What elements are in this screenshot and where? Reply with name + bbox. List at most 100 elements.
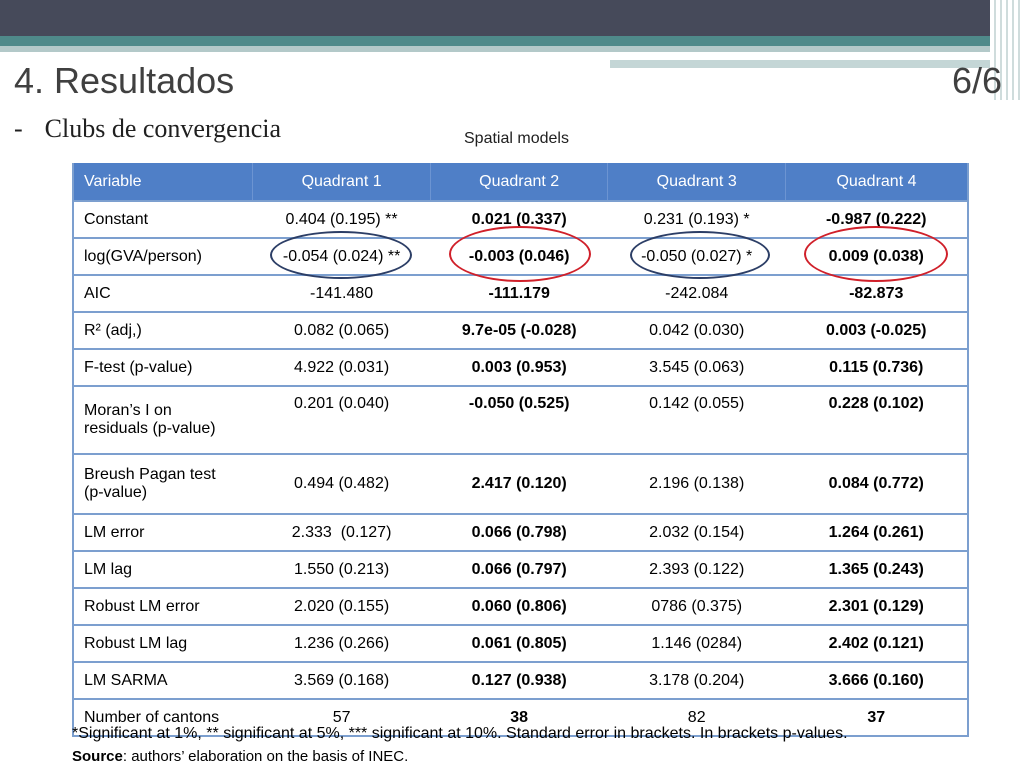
- q4-cell: 0.228 (0.102): [785, 385, 968, 454]
- q1-cell: 4.922 (0.031): [252, 348, 431, 386]
- q1-cell: 57: [252, 698, 431, 737]
- q1-cell: 3.569 (0.168): [252, 661, 431, 699]
- q3-cell: 0786 (0.375): [607, 587, 786, 625]
- q4-cell: 1.264 (0.261): [785, 513, 968, 551]
- table-row: LM lag 1.550 (0.213) 0.066 (0.797) 2.393…: [73, 550, 968, 588]
- variable-cell: Robust LM lag: [73, 624, 253, 662]
- q4-cell: 2.402 (0.121): [785, 624, 968, 662]
- variable-cell: log(GVA/person): [73, 237, 253, 275]
- header-quadrant-4: Quadrant 4: [785, 163, 969, 201]
- slide-subtitle: - Clubs de convergencia: [14, 114, 281, 144]
- q3-cell: 2.393 (0.122): [607, 550, 786, 588]
- q1-cell: 0.494 (0.482): [252, 453, 431, 514]
- q3-cell: 0.042 (0.030): [607, 311, 786, 349]
- variable-cell: F-test (p-value): [73, 348, 253, 386]
- q4-cell: 0.003 (-0.025): [785, 311, 968, 349]
- table-row: Robust LM lag 1.236 (0.266) 0.061 (0.805…: [73, 624, 968, 662]
- bullet-dash: -: [14, 114, 23, 143]
- top-decor-stripe-light: [0, 46, 990, 52]
- q1-cell: 1.236 (0.266): [252, 624, 431, 662]
- q4-cell: 1.365 (0.243): [785, 550, 968, 588]
- q4-cell: 0.115 (0.736): [785, 348, 968, 386]
- q4-cell: 37: [785, 698, 968, 737]
- table-row: LM error 2.333 (0.127) 0.066 (0.798) 2.0…: [73, 513, 968, 551]
- variable-cell: Breush Pagan test (p-value): [73, 453, 253, 514]
- top-decor-bar: [0, 0, 990, 36]
- variable-line: Moran’s I on: [84, 402, 172, 419]
- header-quadrant-1: Quadrant 1: [252, 163, 431, 201]
- variable-line: Breush Pagan test: [84, 466, 216, 483]
- table-footnote: *Significant at 1%, ** significant at 5%…: [72, 725, 848, 742]
- header-variable: Variable: [73, 163, 254, 201]
- variable-cell: LM lag: [73, 550, 253, 588]
- table-row: R² (adj,) 0.082 (0.065) 9.7e-05 (-0.028)…: [73, 311, 968, 349]
- q1-cell: 0.404 (0.195) **: [252, 200, 431, 238]
- q1-cell: -141.480: [252, 274, 431, 312]
- q2-cell: 38: [430, 698, 608, 737]
- q4-cell: 3.666 (0.160): [785, 661, 968, 699]
- q3-cell: 82: [607, 698, 786, 737]
- results-table: Variable Quadrant 1 Quadrant 2 Quadrant …: [72, 163, 969, 737]
- variable-cell: Robust LM error: [73, 587, 253, 625]
- q2-cell: -0.050 (0.525): [430, 385, 608, 454]
- page-number: 6/6: [951, 60, 1002, 101]
- q2-cell: 0.066 (0.798): [430, 513, 608, 551]
- table-row: LM SARMA 3.569 (0.168) 0.127 (0.938) 3.1…: [73, 661, 968, 699]
- top-decor-stripe: [0, 36, 990, 46]
- q1-cell: 2.020 (0.155): [252, 587, 431, 625]
- source-note: Source: authors’ elaboration on the basi…: [72, 748, 408, 765]
- table-row: Breush Pagan test (p-value) 0.494 (0.482)…: [73, 453, 968, 514]
- decor-line: [1012, 0, 1014, 100]
- highlight-circle-q3: [630, 231, 770, 279]
- q1-cell: 2.333 (0.127): [252, 513, 431, 551]
- q3-cell: 2.032 (0.154): [607, 513, 786, 551]
- table-caption: Spatial models: [464, 130, 569, 147]
- q3-cell: 3.178 (0.204): [607, 661, 786, 699]
- q2-cell: 2.417 (0.120): [430, 453, 608, 514]
- source-label: Source: [72, 748, 123, 765]
- table-row: Robust LM error 2.020 (0.155) 0.060 (0.8…: [73, 587, 968, 625]
- highlight-circle-q4: [804, 226, 948, 282]
- q2-cell: 0.066 (0.797): [430, 550, 608, 588]
- q4-cell: 2.301 (0.129): [785, 587, 968, 625]
- decor-line: [1000, 0, 1002, 100]
- q2-cell: 0.061 (0.805): [430, 624, 608, 662]
- q2-cell: 0.127 (0.938): [430, 661, 608, 699]
- slide-title: 4. Resultados: [14, 60, 235, 101]
- q2-cell: 0.003 (0.953): [430, 348, 608, 386]
- decor-line: [1018, 0, 1020, 100]
- variable-cell: Constant: [73, 200, 253, 238]
- q3-cell: 2.196 (0.138): [607, 453, 786, 514]
- header-quadrant-2: Quadrant 2: [430, 163, 609, 201]
- q3-cell: 1.146 (0284): [607, 624, 786, 662]
- variable-cell: AIC: [73, 274, 253, 312]
- table-header-row: Variable Quadrant 1 Quadrant 2 Quadrant …: [73, 163, 969, 201]
- highlight-circle-q2: [449, 226, 591, 282]
- header-quadrant-3: Quadrant 3: [607, 163, 786, 201]
- q3-cell: 3.545 (0.063): [607, 348, 786, 386]
- q2-cell: 0.060 (0.806): [430, 587, 608, 625]
- top-decor-stripe-right: [610, 60, 990, 68]
- variable-cell: Number of cantons: [73, 698, 253, 737]
- q3-cell: 0.231 (0.193) *: [607, 200, 786, 238]
- variable-cell: R² (adj,): [73, 311, 253, 349]
- highlight-circle-q1: [270, 231, 412, 279]
- variable-line: (p-value): [84, 484, 148, 501]
- decor-line: [1006, 0, 1008, 100]
- q3-cell: 0.142 (0.055): [607, 385, 786, 454]
- q1-cell: 1.550 (0.213): [252, 550, 431, 588]
- q2-cell: 9.7e-05 (-0.028): [430, 311, 608, 349]
- variable-cell: LM SARMA: [73, 661, 253, 699]
- variable-line: residuals (p-value): [84, 420, 216, 437]
- table-row: Constant 0.404 (0.195) ** 0.021 (0.337) …: [73, 200, 968, 238]
- variable-cell: LM error: [73, 513, 253, 551]
- q4-cell: 0.084 (0.772): [785, 453, 968, 514]
- subtitle-text: Clubs de convergencia: [44, 114, 282, 143]
- table-row: Number of cantons 57 38 82 37: [73, 698, 968, 737]
- decor-line: [994, 0, 996, 100]
- table-row: Moran’s I on residuals (p-value) 0.201 (0…: [73, 385, 968, 454]
- variable-cell: Moran’s I on residuals (p-value): [73, 385, 253, 454]
- source-text: : authors’ elaboration on the basis of I…: [122, 748, 409, 765]
- table-row: F-test (p-value) 4.922 (0.031) 0.003 (0.…: [73, 348, 968, 386]
- q1-cell: 0.082 (0.065): [252, 311, 431, 349]
